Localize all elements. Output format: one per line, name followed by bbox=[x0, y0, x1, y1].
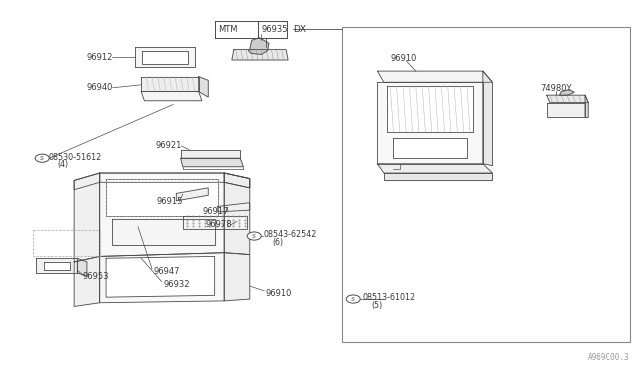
Circle shape bbox=[35, 154, 49, 162]
Polygon shape bbox=[36, 258, 77, 273]
Circle shape bbox=[247, 232, 261, 240]
Polygon shape bbox=[394, 138, 467, 158]
Text: 08513-61012: 08513-61012 bbox=[363, 294, 416, 302]
Text: S: S bbox=[40, 156, 44, 161]
Text: 96932: 96932 bbox=[164, 280, 190, 289]
Polygon shape bbox=[387, 86, 473, 132]
Polygon shape bbox=[224, 173, 250, 254]
Polygon shape bbox=[378, 164, 492, 173]
Polygon shape bbox=[218, 203, 250, 212]
Text: A969C00.3: A969C00.3 bbox=[588, 353, 630, 362]
Polygon shape bbox=[224, 173, 250, 188]
Polygon shape bbox=[135, 47, 195, 67]
Text: (5): (5) bbox=[371, 301, 382, 310]
Text: 96953: 96953 bbox=[83, 272, 109, 280]
Text: (6): (6) bbox=[272, 238, 284, 247]
Text: 96910: 96910 bbox=[390, 54, 417, 62]
Polygon shape bbox=[141, 77, 198, 92]
Text: 08530-51612: 08530-51612 bbox=[49, 153, 102, 161]
Text: 96935: 96935 bbox=[261, 25, 288, 34]
Bar bbox=[342, 27, 630, 341]
Polygon shape bbox=[143, 51, 188, 64]
Text: 96917: 96917 bbox=[203, 207, 229, 216]
Polygon shape bbox=[113, 219, 214, 245]
Text: (4): (4) bbox=[57, 160, 68, 169]
Polygon shape bbox=[198, 77, 208, 97]
Polygon shape bbox=[141, 92, 202, 101]
Text: 96978: 96978 bbox=[206, 221, 232, 230]
Polygon shape bbox=[77, 258, 87, 276]
Polygon shape bbox=[559, 90, 574, 95]
Text: 96910: 96910 bbox=[266, 289, 292, 298]
Polygon shape bbox=[106, 179, 218, 216]
Polygon shape bbox=[182, 216, 246, 229]
Text: S: S bbox=[351, 296, 355, 302]
Text: 96940: 96940 bbox=[86, 83, 113, 92]
Polygon shape bbox=[180, 158, 243, 167]
Polygon shape bbox=[74, 173, 100, 190]
Text: 96915: 96915 bbox=[156, 197, 182, 206]
Polygon shape bbox=[547, 95, 588, 103]
Text: S: S bbox=[252, 234, 256, 238]
Text: MTM: MTM bbox=[218, 25, 237, 34]
Text: 96912: 96912 bbox=[86, 52, 113, 61]
Polygon shape bbox=[106, 256, 214, 297]
Polygon shape bbox=[224, 253, 250, 301]
Text: DX: DX bbox=[293, 25, 306, 34]
Polygon shape bbox=[74, 173, 100, 262]
Text: 96947: 96947 bbox=[154, 267, 180, 276]
Text: 96921: 96921 bbox=[155, 141, 181, 151]
Polygon shape bbox=[100, 173, 224, 256]
Polygon shape bbox=[248, 38, 269, 54]
Polygon shape bbox=[232, 49, 288, 60]
Polygon shape bbox=[44, 262, 70, 270]
Polygon shape bbox=[378, 82, 483, 164]
Polygon shape bbox=[180, 150, 240, 158]
Polygon shape bbox=[74, 256, 100, 307]
Polygon shape bbox=[483, 71, 492, 166]
Circle shape bbox=[346, 295, 360, 303]
Text: 74980Y: 74980Y bbox=[540, 84, 572, 93]
Polygon shape bbox=[384, 173, 492, 180]
Polygon shape bbox=[547, 103, 585, 118]
Polygon shape bbox=[100, 173, 250, 188]
Text: 08543-62542: 08543-62542 bbox=[263, 230, 317, 240]
Polygon shape bbox=[176, 188, 208, 201]
Polygon shape bbox=[100, 253, 224, 303]
Polygon shape bbox=[585, 95, 588, 118]
Polygon shape bbox=[378, 71, 492, 82]
